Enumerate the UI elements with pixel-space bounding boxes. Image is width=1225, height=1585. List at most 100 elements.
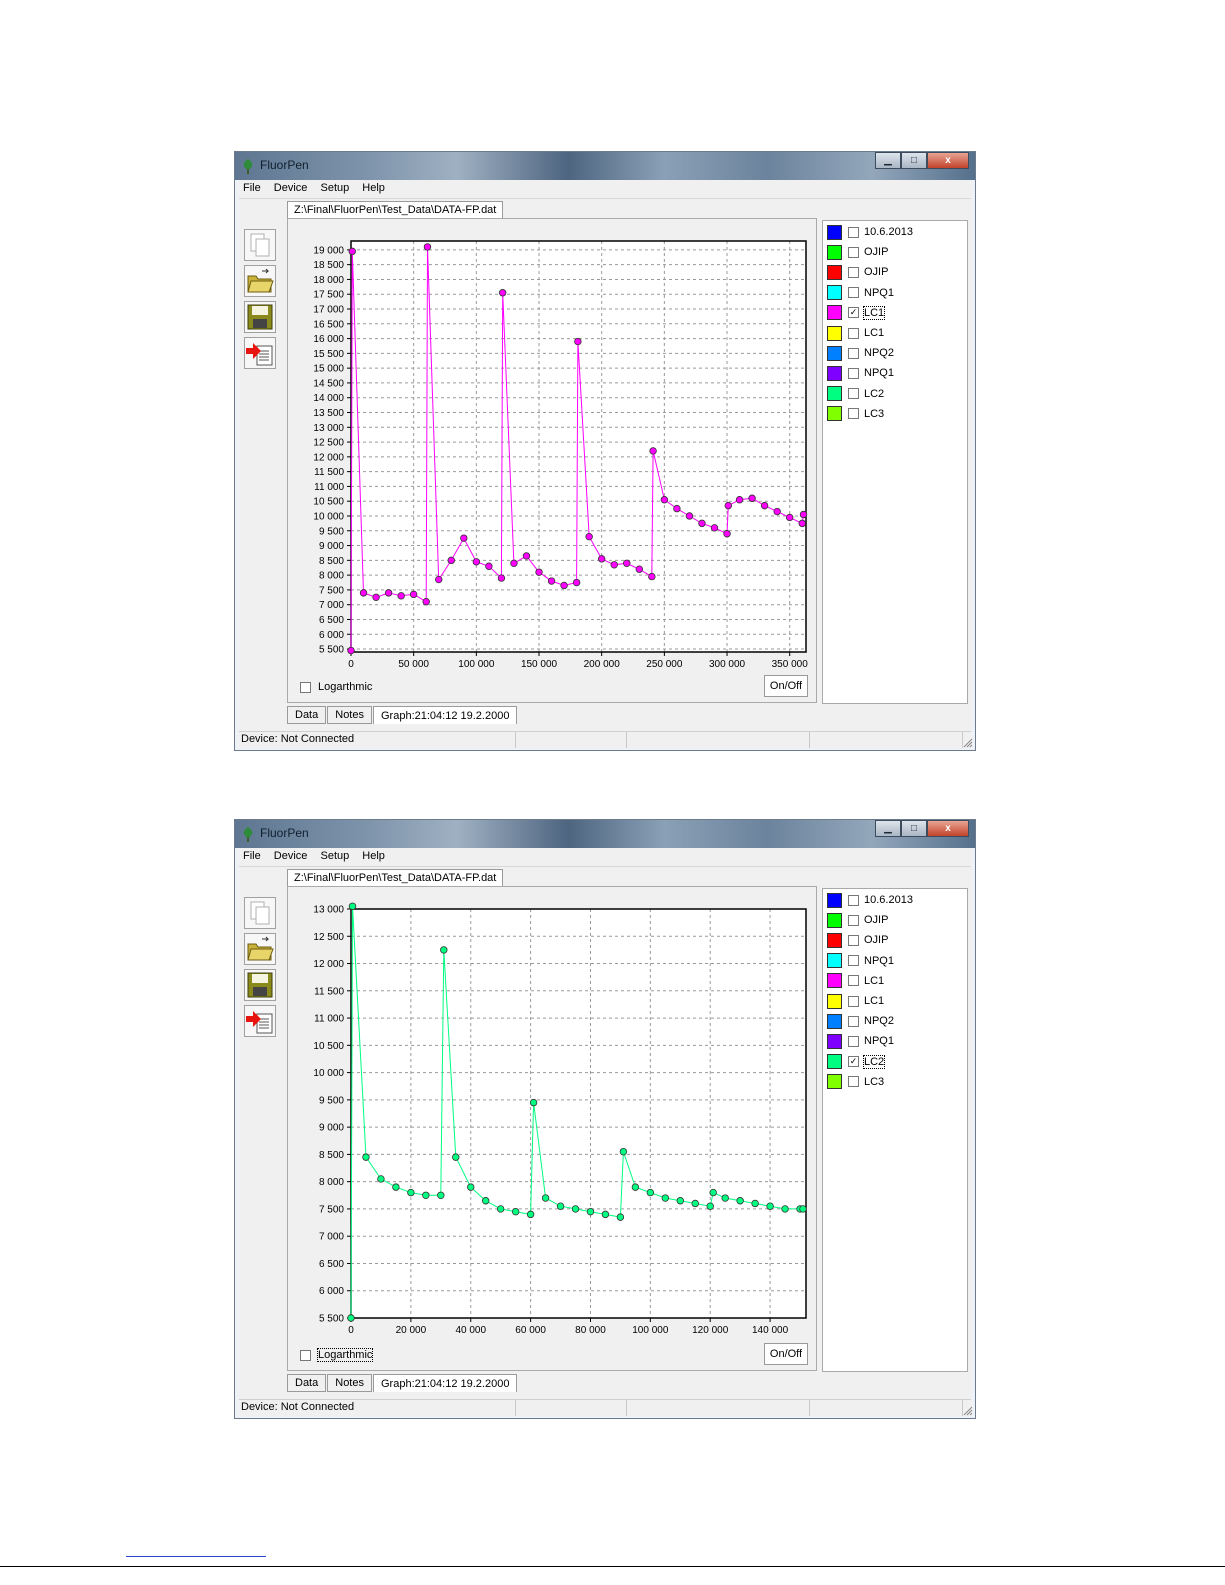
- copy-button[interactable]: [244, 897, 276, 929]
- resize-grip-icon[interactable]: [963, 1406, 973, 1416]
- legend-checkbox[interactable]: [848, 955, 859, 967]
- logarithmic-option[interactable]: Logarthmic: [300, 681, 372, 693]
- open-button[interactable]: [244, 265, 276, 297]
- tab-data[interactable]: Data: [287, 1374, 327, 1392]
- title-bar[interactable]: FluorPen ▁ □ x: [235, 820, 975, 848]
- logarithmic-option[interactable]: Logarthmic: [300, 1348, 374, 1362]
- tab-notes[interactable]: Notes: [327, 706, 372, 724]
- legend-checkbox[interactable]: [848, 347, 859, 359]
- maximize-button[interactable]: □: [901, 820, 927, 837]
- legend-checkbox[interactable]: [848, 975, 859, 987]
- menu-file[interactable]: File: [243, 850, 261, 862]
- data-point: [631, 1183, 640, 1191]
- menu-setup[interactable]: Setup: [320, 182, 350, 194]
- menu-device[interactable]: Device: [273, 850, 308, 862]
- legend-checkbox[interactable]: [848, 327, 859, 339]
- onoff-button[interactable]: On/Off: [764, 675, 808, 697]
- legend-item[interactable]: NPQ1: [827, 953, 894, 969]
- data-point: [560, 581, 568, 590]
- close-button[interactable]: x: [927, 152, 969, 169]
- legend-item[interactable]: LC3: [827, 406, 884, 422]
- legend-color-swatch: [827, 305, 842, 321]
- minimize-button[interactable]: ▁: [875, 820, 901, 837]
- legend-item[interactable]: LC3: [827, 1074, 884, 1090]
- data-point: [372, 593, 380, 601]
- copy-button[interactable]: [244, 229, 276, 261]
- legend-item[interactable]: NPQ1: [827, 285, 894, 301]
- legend-item[interactable]: NPQ1: [827, 1033, 894, 1049]
- legend-item[interactable]: OJIP: [827, 264, 888, 280]
- menu-device[interactable]: Device: [273, 182, 308, 194]
- open-button[interactable]: [244, 933, 276, 965]
- legend-item[interactable]: 10.6.2013: [827, 224, 913, 240]
- line-chart: 5 500 6 000 6 500 7 000 7 500 8 000 8 500 9 000…: [313, 902, 807, 1336]
- y-tick-label: 10 000: [313, 1068, 344, 1079]
- legend-label: LC1: [864, 974, 885, 987]
- legend-checkbox[interactable]: [848, 894, 859, 906]
- series-line: [350, 246, 804, 651]
- legend-checkbox[interactable]: [848, 995, 859, 1007]
- menu-help[interactable]: Help: [362, 850, 385, 862]
- legend-checkbox[interactable]: [848, 408, 859, 420]
- save-button[interactable]: [244, 301, 276, 333]
- legend-checkbox[interactable]: ✓: [848, 1056, 859, 1068]
- legend-label: NPQ1: [864, 1035, 894, 1048]
- y-tick-label: 12 000: [313, 452, 344, 463]
- legend-item[interactable]: NPQ1: [827, 365, 894, 381]
- legend-checkbox[interactable]: [848, 287, 859, 299]
- maximize-button[interactable]: □: [901, 152, 927, 169]
- legend-checkbox[interactable]: [848, 266, 859, 278]
- resize-grip-icon[interactable]: [963, 738, 973, 748]
- menu-help[interactable]: Help: [362, 182, 385, 194]
- file-tab[interactable]: Z:\Final\FluorPen\Test_Data\DATA-FP.dat: [287, 869, 504, 887]
- data-point: [362, 1153, 370, 1161]
- legend-item[interactable]: OJIP: [827, 912, 888, 928]
- data-point: [347, 646, 355, 655]
- logarithmic-checkbox[interactable]: [300, 681, 311, 693]
- logarithmic-checkbox[interactable]: [300, 1349, 311, 1361]
- status-text: Device: Not Connected: [239, 1400, 516, 1416]
- legend-item[interactable]: LC1: [827, 993, 884, 1009]
- legend-checkbox[interactable]: [848, 914, 859, 926]
- onoff-button[interactable]: On/Off: [764, 1343, 808, 1365]
- data-point: [526, 1210, 535, 1219]
- export-button[interactable]: [244, 1005, 276, 1037]
- menu-file[interactable]: File: [243, 182, 261, 194]
- legend-item[interactable]: LC2: [827, 386, 884, 402]
- legend-checkbox[interactable]: ✓: [848, 307, 859, 319]
- legend-label: OJIP: [864, 914, 889, 927]
- file-tab[interactable]: Z:\Final\FluorPen\Test_Data\DATA-FP.dat: [287, 201, 504, 219]
- legend-checkbox[interactable]: [848, 1015, 859, 1027]
- export-button[interactable]: [244, 337, 276, 369]
- legend-item[interactable]: OJIP: [827, 244, 888, 260]
- legend-checkbox[interactable]: [848, 1035, 859, 1047]
- close-button[interactable]: x: [927, 820, 969, 837]
- tab-graph[interactable]: Graph:21:04:12 19.2.2000: [373, 706, 518, 724]
- legend-item[interactable]: 10.6.2013: [827, 892, 913, 908]
- legend-checkbox[interactable]: [848, 1076, 859, 1088]
- save-button[interactable]: [244, 969, 276, 1001]
- legend-checkbox[interactable]: [848, 367, 859, 379]
- legend-color-swatch: [827, 953, 842, 969]
- legend-item[interactable]: LC1: [827, 325, 884, 341]
- legend-checkbox[interactable]: [848, 226, 859, 238]
- tab-graph[interactable]: Graph:21:04:12 19.2.2000: [373, 1374, 518, 1392]
- legend-item[interactable]: ✓ LC2: [827, 1054, 886, 1070]
- legend-item[interactable]: NPQ2: [827, 1013, 894, 1029]
- legend-item[interactable]: ✓ LC1: [827, 305, 886, 321]
- title-bar[interactable]: FluorPen ▁ □ x: [235, 152, 975, 180]
- x-tick-label: 100 000: [632, 1325, 669, 1336]
- menu-setup[interactable]: Setup: [320, 850, 350, 862]
- y-tick-label: 13 500: [313, 408, 344, 419]
- legend-checkbox[interactable]: [848, 388, 859, 400]
- data-point: [766, 1202, 774, 1210]
- legend-checkbox[interactable]: [848, 934, 859, 946]
- tab-notes[interactable]: Notes: [327, 1374, 372, 1392]
- legend-item[interactable]: OJIP: [827, 932, 888, 948]
- legend-checkbox[interactable]: [848, 246, 859, 258]
- legend-item[interactable]: NPQ2: [827, 345, 894, 361]
- legend-item[interactable]: LC1: [827, 973, 884, 989]
- minimize-button[interactable]: ▁: [875, 152, 901, 169]
- y-tick-label: 6 000: [319, 1286, 344, 1297]
- tab-data[interactable]: Data: [287, 706, 327, 724]
